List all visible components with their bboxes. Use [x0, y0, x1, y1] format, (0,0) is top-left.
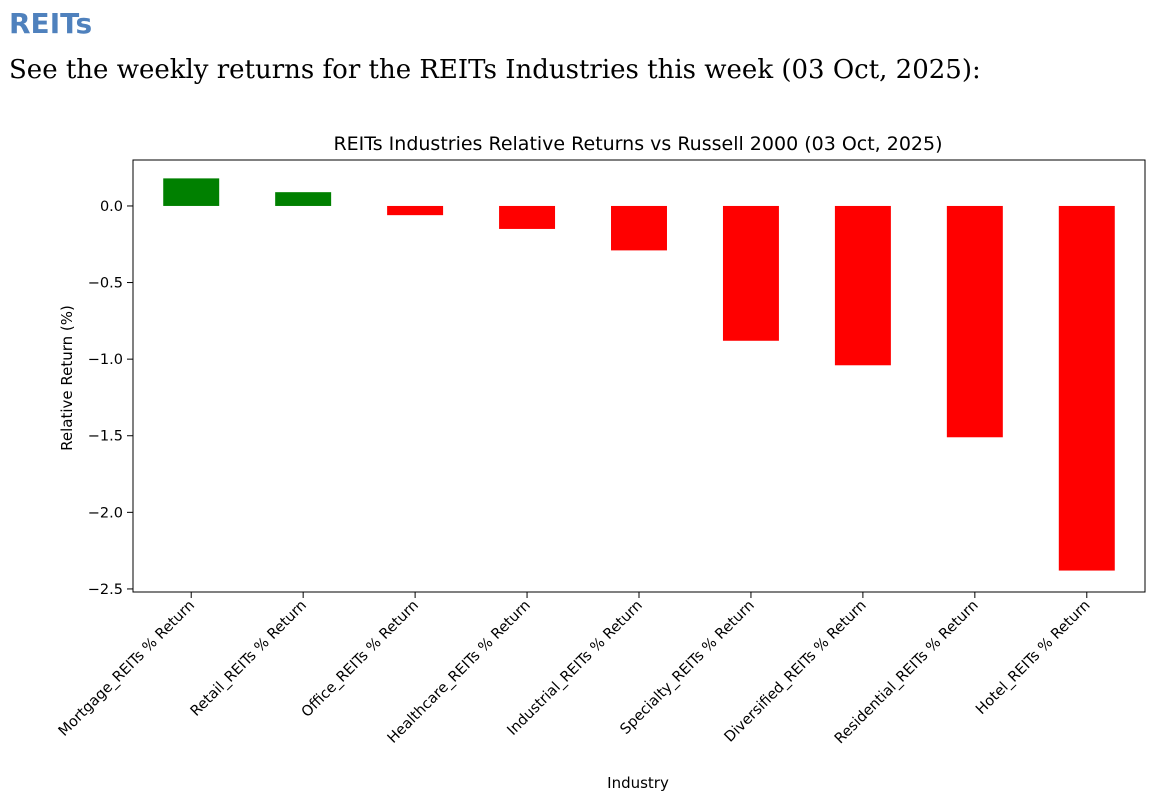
y-tick-label: −0.5 [88, 276, 123, 292]
x-axis-label: Industry [607, 774, 669, 792]
bar-7 [834, 205, 891, 366]
y-tick-label: −2.5 [88, 582, 123, 598]
bar-8 [946, 205, 1003, 438]
bar-9 [1058, 205, 1115, 571]
y-tick-label: −2.0 [88, 505, 123, 521]
chart-title: REITs Industries Relative Returns vs Rus… [333, 133, 942, 155]
y-tick-label: −1.0 [88, 352, 123, 368]
y-axis: 0.0 −0.5 −1.0 −1.5 −2.0 −2.5 [88, 199, 133, 598]
x-tick-label: Hotel_REITs % Return [973, 598, 1093, 718]
bar-1 [163, 178, 220, 206]
bar-4 [499, 205, 556, 229]
bar-3 [387, 205, 444, 216]
x-tick-label: Industrial_REITs % Return [504, 598, 645, 739]
bars-layer [163, 178, 1115, 571]
bar-6 [722, 205, 779, 341]
bar-2 [275, 192, 332, 206]
x-tick-label: Office_REITs % Return [299, 598, 422, 721]
y-axis-label: Relative Return (%) [58, 305, 76, 451]
bar-5 [611, 205, 667, 251]
x-tick-label: Mortgage_REITs % Return [56, 598, 198, 740]
x-tick-label: Retail_REITs % Return [188, 598, 310, 720]
bar-chart: REITs Industries Relative Returns vs Rus… [56, 133, 1146, 792]
document-heading: REITs [9, 7, 93, 40]
document-intro: See the weekly returns for the REITs Ind… [9, 55, 981, 85]
x-tick-label: Specialty_REITs % Return [617, 598, 757, 738]
y-tick-label: 0.0 [100, 199, 123, 215]
y-tick-label: −1.5 [88, 429, 123, 445]
